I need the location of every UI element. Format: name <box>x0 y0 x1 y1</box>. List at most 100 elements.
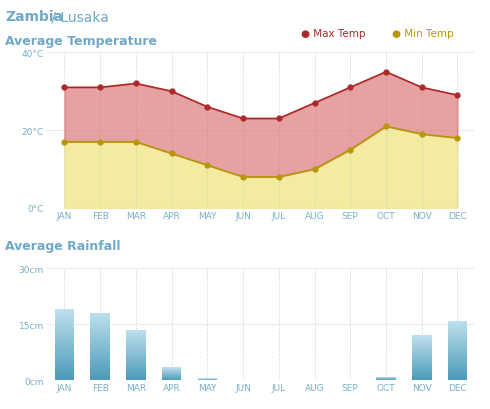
Bar <box>126 346 146 347</box>
Bar <box>126 372 146 373</box>
Bar <box>412 378 432 379</box>
Bar <box>447 343 467 344</box>
Bar <box>90 322 110 323</box>
Bar <box>412 368 432 369</box>
Bar <box>90 355 110 356</box>
Bar <box>412 353 432 354</box>
Bar <box>90 331 110 332</box>
Bar <box>90 346 110 347</box>
Bar <box>412 347 432 348</box>
Bar <box>54 353 74 354</box>
Bar <box>54 369 74 370</box>
Bar <box>90 330 110 331</box>
Bar <box>412 373 432 374</box>
Bar <box>447 333 467 334</box>
Bar <box>90 315 110 316</box>
Bar <box>90 342 110 343</box>
Bar <box>90 341 110 342</box>
Bar <box>54 316 74 317</box>
Bar <box>447 341 467 342</box>
Bar <box>447 338 467 339</box>
Bar <box>412 370 432 371</box>
Bar <box>447 351 467 352</box>
Bar <box>412 361 432 362</box>
Bar <box>447 335 467 336</box>
Text: / Lusaka: / Lusaka <box>47 10 108 24</box>
Bar <box>126 360 146 361</box>
Bar <box>447 325 467 326</box>
Bar <box>126 343 146 344</box>
Bar <box>126 357 146 358</box>
Bar <box>412 363 432 364</box>
Bar <box>447 363 467 364</box>
Text: Average Temperature: Average Temperature <box>5 35 157 48</box>
Bar <box>126 332 146 333</box>
Bar <box>54 355 74 356</box>
Bar <box>90 351 110 352</box>
Bar <box>126 379 146 380</box>
Bar <box>412 375 432 376</box>
Bar <box>447 366 467 367</box>
Bar <box>90 327 110 328</box>
Bar <box>54 352 74 353</box>
Bar <box>412 356 432 357</box>
Bar <box>412 348 432 349</box>
Bar <box>90 371 110 372</box>
Bar <box>90 323 110 324</box>
Bar <box>90 344 110 345</box>
Bar <box>54 320 74 321</box>
Bar <box>90 328 110 329</box>
Bar <box>54 330 74 331</box>
Bar <box>54 327 74 328</box>
Bar <box>126 331 146 332</box>
Bar <box>447 356 467 357</box>
Bar <box>126 348 146 349</box>
Bar <box>54 347 74 348</box>
Bar <box>412 366 432 367</box>
Bar <box>447 371 467 372</box>
Bar <box>54 345 74 346</box>
Bar <box>412 372 432 373</box>
Bar <box>447 375 467 376</box>
Bar <box>447 376 467 377</box>
Bar <box>90 350 110 351</box>
Bar <box>90 377 110 378</box>
Bar <box>412 360 432 361</box>
Bar <box>54 360 74 361</box>
Bar <box>447 353 467 354</box>
Bar <box>90 369 110 370</box>
Bar <box>126 330 146 331</box>
Bar <box>126 362 146 363</box>
Bar <box>54 321 74 322</box>
Bar <box>447 377 467 378</box>
Bar <box>54 359 74 360</box>
Bar <box>54 314 74 315</box>
Bar <box>412 349 432 350</box>
Bar <box>447 367 467 368</box>
Bar <box>126 369 146 370</box>
Bar <box>90 334 110 335</box>
Bar <box>126 364 146 365</box>
Bar <box>54 374 74 375</box>
Bar <box>447 323 467 324</box>
Bar <box>90 367 110 368</box>
Bar <box>126 333 146 334</box>
Bar <box>412 352 432 353</box>
Bar <box>126 371 146 372</box>
Bar <box>447 330 467 331</box>
Bar <box>447 357 467 358</box>
Bar <box>54 377 74 378</box>
Bar <box>412 357 432 358</box>
Bar <box>126 359 146 360</box>
Bar <box>90 376 110 377</box>
Bar <box>54 339 74 340</box>
Bar <box>90 378 110 379</box>
Bar <box>90 339 110 340</box>
Bar <box>447 324 467 325</box>
Bar <box>447 349 467 350</box>
Bar <box>54 325 74 326</box>
Bar <box>126 374 146 375</box>
Bar <box>90 332 110 333</box>
Bar <box>412 341 432 342</box>
Bar <box>54 315 74 316</box>
